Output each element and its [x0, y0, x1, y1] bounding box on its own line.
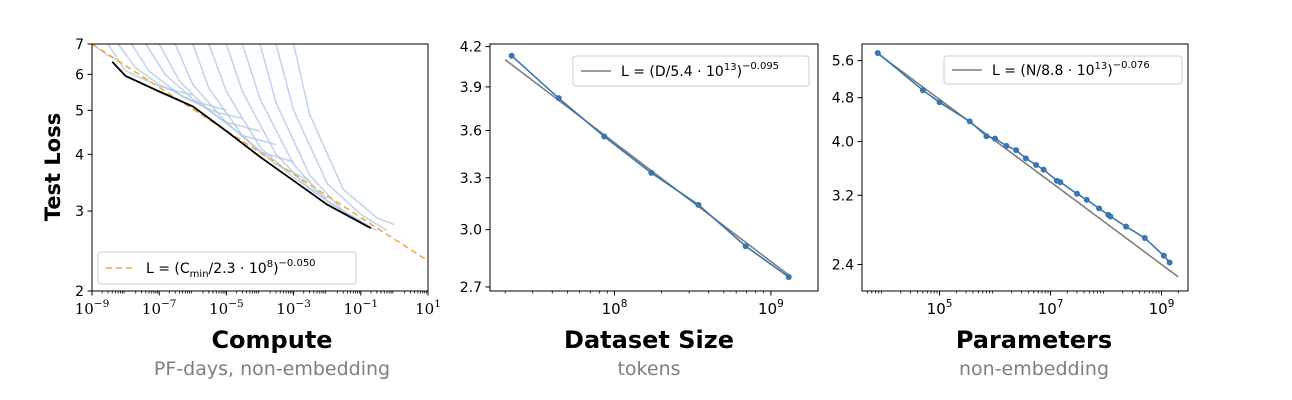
training-curve: [259, 44, 378, 232]
x-tick-label: 10−3: [276, 298, 311, 318]
y-tick-label: 3.6: [460, 123, 482, 139]
data-point: [936, 99, 943, 106]
data-point: [983, 133, 990, 140]
power-law-fit-line: [878, 53, 1179, 278]
legend-box: [97, 251, 357, 285]
data-point: [1083, 196, 1090, 203]
power-law-fit-line: [504, 59, 792, 278]
legend: L = (D/5.4 · 1013)−0.095: [572, 55, 810, 87]
data-point: [919, 87, 926, 94]
training-curve: [174, 44, 294, 163]
parameters-panel-title: Parameters: [955, 326, 1113, 354]
data-point: [1074, 190, 1081, 197]
chart-panel-1: 108 109 2.7 3.0 3.3 3.6 3.9 4.2 L = (D/5.4 · 101…: [460, 40, 819, 318]
training-curve: [225, 44, 344, 212]
y-axis-label: Test Loss: [41, 113, 65, 221]
training-curve: [241, 44, 362, 222]
x-tick-label: 109: [1149, 298, 1175, 318]
data-point: [1022, 155, 1029, 162]
dataset-panel-subtitle: tokens: [617, 358, 681, 380]
plot-area: [504, 52, 792, 280]
legend-box: [943, 55, 1183, 85]
training-curve: [92, 44, 119, 61]
data-point: [648, 169, 655, 176]
data-point: [555, 95, 562, 102]
legend-label: L = (N/8.8 · 1013)−0.076: [992, 60, 1150, 79]
y-tick-label: 3: [75, 204, 84, 220]
x-tick-label: 109: [758, 298, 784, 318]
training-curve: [117, 44, 227, 112]
x-tick-label: 105: [927, 298, 953, 318]
y-tick-label: 3.3: [460, 171, 482, 187]
data-point: [992, 135, 999, 142]
compute-panel-title: Compute: [211, 326, 333, 354]
y-tick-label: 3.2: [832, 188, 854, 204]
compute-panel-subtitle: PF-days, non-embedding: [153, 358, 391, 380]
dataset-panel-title: Dataset Size: [564, 326, 734, 354]
y-tick-label: 5.6: [832, 54, 854, 70]
legend-label: L = (D/5.4 · 1013)−0.095: [621, 61, 779, 80]
y-tick-label: 3.0: [460, 223, 482, 239]
axes-frame: [91, 43, 429, 292]
data-point: [1003, 142, 1010, 149]
legend-box: [572, 55, 810, 87]
x-tick-label: 10−1: [344, 298, 379, 318]
data-point: [508, 52, 515, 59]
power-law-fit-line: [92, 44, 428, 262]
x-tick-label: 10−9: [75, 298, 110, 318]
data-point: [1166, 259, 1173, 266]
y-tick-label: 4: [75, 147, 84, 163]
training-curve: [107, 44, 193, 96]
y-tick-label: 3.9: [460, 80, 482, 96]
data-point: [695, 201, 702, 208]
training-curve: [145, 44, 261, 132]
legend: L = (Cmin/2.3 · 108)−0.050: [97, 251, 357, 285]
y-tick-label: 4.8: [832, 91, 854, 107]
training-curve: [292, 44, 395, 226]
training-curve: [158, 44, 277, 146]
data-point: [874, 49, 881, 56]
y-tick-label: 7: [75, 37, 84, 53]
x-tick-label: 101: [415, 298, 441, 318]
axes-frame: [489, 43, 819, 292]
y-tick-label: 6: [75, 67, 84, 83]
legend-label: L = (Cmin/2.3 · 108)−0.050: [146, 258, 316, 280]
chart-panel-2: 105 107 109 2.4 3.2 4.0 4.8 5.6 L = (N/8.8 · 101…: [832, 43, 1189, 318]
data-point: [1160, 252, 1167, 259]
legend: L = (N/8.8 · 1013)−0.076: [943, 55, 1183, 85]
y-tick-label: 2.7: [460, 280, 482, 296]
data-point: [1141, 234, 1148, 241]
data-point: [785, 273, 792, 280]
data-point: [1057, 179, 1064, 186]
data-point: [1013, 147, 1020, 154]
x-tick-label: 108: [602, 298, 628, 318]
chart-panel-0: 10−9 10−7 10−5 10−3 10−1 101 2 3 4 5 6 7 L = (Cmin/2…: [75, 37, 441, 318]
y-tick-label: 5: [75, 103, 84, 119]
x-tick-label: 10−7: [142, 298, 177, 318]
data-point: [1096, 205, 1103, 212]
parameters-panel-subtitle: non-embedding: [958, 358, 1109, 380]
compute-frontier-line: [111, 61, 372, 229]
x-tick-label: 107: [1038, 298, 1064, 318]
y-tick-label: 2.4: [832, 258, 854, 274]
data-point: [1107, 213, 1114, 220]
data-point: [1033, 161, 1040, 168]
data-point: [1123, 223, 1130, 230]
axes-frame: [861, 43, 1189, 292]
training-curve: [275, 44, 388, 232]
plot-area: [92, 44, 428, 262]
data-point: [1040, 166, 1047, 173]
y-tick-label: 4.2: [460, 40, 482, 56]
training-curve: [130, 44, 243, 120]
data-point: [966, 118, 973, 125]
plot-area: [874, 49, 1179, 278]
x-tick-label: 10−5: [209, 298, 244, 318]
y-tick-label: 4.0: [832, 135, 854, 151]
data-point: [742, 243, 749, 250]
y-tick-label: 2: [75, 284, 84, 300]
data-point: [601, 133, 608, 140]
series-line: [877, 52, 1171, 264]
